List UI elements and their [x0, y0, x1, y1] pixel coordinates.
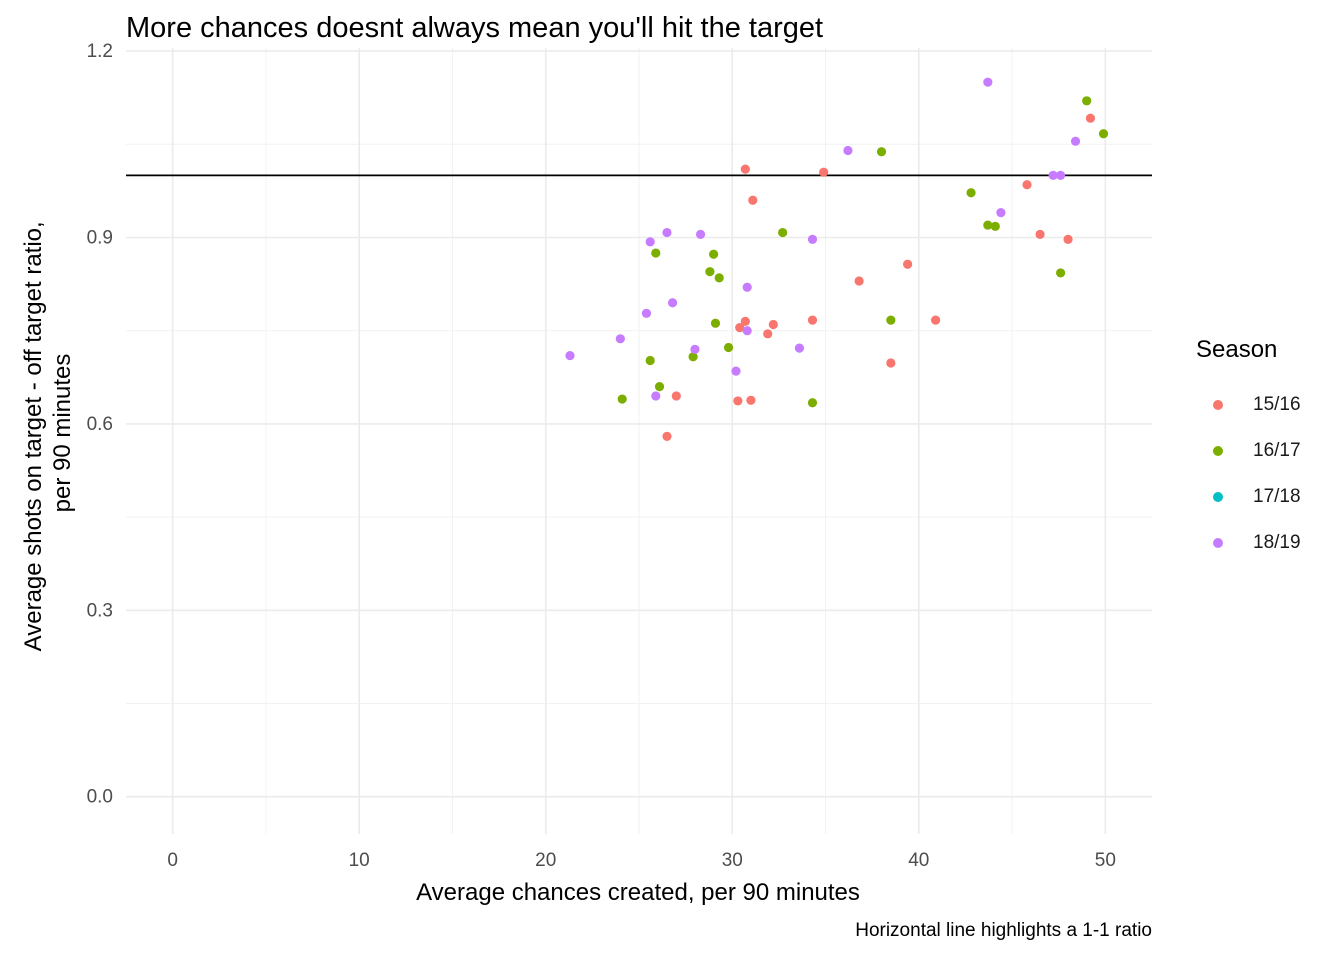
data-point-16-17 — [983, 220, 993, 230]
legend-item-16-17: 16/17 — [1196, 428, 1301, 474]
data-point-16-17 — [807, 398, 818, 408]
data-point-18-19 — [731, 366, 741, 376]
legend-label-16-17: 16/17 — [1253, 440, 1301, 461]
data-point-18-19 — [1048, 170, 1058, 180]
data-point-16-17 — [710, 318, 721, 328]
data-point-15-16 — [735, 323, 745, 333]
data-point-18-19 — [742, 326, 752, 336]
legend-item-15-16: 15/16 — [1196, 382, 1301, 428]
data-point-16-17 — [645, 355, 655, 366]
data-point-16-17 — [876, 147, 887, 157]
data-point-15-16 — [740, 164, 750, 174]
data-point-16-17 — [966, 188, 976, 198]
x-tick-labels: 0 10 20 30 40 50 — [167, 850, 1116, 871]
data-point-15-16 — [931, 315, 941, 325]
data-point-16-17 — [1055, 268, 1066, 278]
minor-gridlines — [126, 48, 1152, 834]
x-tick-label: 20 — [535, 850, 556, 871]
data-point-16-17 — [617, 394, 627, 404]
data-point-18-19 — [742, 282, 752, 292]
data-point-15-16 — [733, 396, 743, 406]
data-point-18-19 — [1055, 170, 1066, 180]
legend-label-15-16: 15/16 — [1253, 394, 1301, 415]
x-tick-label: 50 — [1095, 850, 1116, 871]
legend-item-18-19: 18/19 — [1196, 520, 1301, 566]
data-point-16-17 — [778, 227, 788, 238]
data-point-18-19 — [641, 308, 652, 318]
data-point-18-19 — [645, 237, 655, 247]
data-point-16-17 — [990, 221, 1000, 231]
data-point-15-16 — [886, 358, 896, 368]
y-tick-label: 0.9 — [87, 228, 113, 249]
data-point-15-16 — [854, 276, 864, 286]
y-tick-labels: 0.0 0.3 0.6 0.9 1.2 — [87, 41, 113, 808]
data-point-15-16 — [748, 195, 758, 205]
data-point-16-17 — [654, 382, 665, 392]
data-point-18-19 — [983, 77, 993, 87]
data-point-18-19 — [843, 145, 853, 156]
x-tick-label: 30 — [722, 850, 743, 871]
data-point-15-16 — [903, 259, 913, 269]
data-point-15-16 — [1085, 113, 1096, 123]
y-tick-label: 0.6 — [87, 414, 113, 435]
data-point-15-16 — [671, 391, 681, 401]
legend-item-17-18: 17/18 — [1196, 474, 1301, 520]
chart-caption: Horizontal line highlights a 1-1 ratio — [855, 920, 1152, 941]
data-point-16-17 — [651, 248, 661, 258]
data-point-16-17 — [723, 342, 734, 353]
data-points — [565, 77, 1109, 441]
major-gridlines — [126, 48, 1152, 834]
legend: Season 15/16 16/17 17/18 18/19 — [1196, 336, 1301, 566]
y-axis-title: Average shots on target - off target rat… — [20, 215, 76, 652]
data-point-18-19 — [794, 343, 805, 353]
data-point-15-16 — [768, 319, 778, 330]
legend-label-18-19: 18/19 — [1253, 532, 1301, 553]
data-point-15-16 — [662, 431, 672, 441]
legend-title: Season — [1196, 336, 1278, 363]
data-point-15-16 — [807, 315, 818, 325]
data-point-16-17 — [688, 352, 698, 362]
data-point-18-19 — [565, 350, 575, 361]
y-axis-title-line-2: per 90 minutes — [49, 354, 76, 513]
legend-swatch-15-16 — [1213, 400, 1223, 410]
data-point-16-17 — [1082, 96, 1092, 106]
data-point-18-19 — [651, 391, 661, 401]
data-point-15-16 — [763, 329, 773, 339]
data-point-15-16 — [1063, 234, 1073, 244]
x-tick-label: 0 — [167, 850, 178, 871]
data-point-16-17 — [886, 315, 896, 325]
data-point-18-19 — [1070, 136, 1081, 146]
data-point-15-16 — [740, 316, 750, 326]
data-point-15-16 — [746, 395, 756, 405]
data-point-18-19 — [667, 298, 678, 308]
x-tick-label: 10 — [349, 850, 370, 871]
y-tick-label: 1.2 — [87, 41, 113, 62]
data-point-18-19 — [996, 208, 1006, 218]
legend-swatch-18-19 — [1213, 538, 1223, 548]
data-point-18-19 — [662, 227, 672, 238]
data-point-15-16 — [819, 167, 829, 177]
y-tick-label: 0.3 — [87, 600, 113, 621]
chart-title: More chances doesnt always mean you'll h… — [126, 12, 824, 44]
data-point-18-19 — [615, 334, 625, 344]
data-point-16-17 — [1098, 129, 1109, 139]
data-point-16-17 — [705, 267, 715, 277]
y-axis-title-line-1: Average shots on target - off target rat… — [20, 221, 47, 651]
legend-swatch-16-17 — [1213, 446, 1223, 456]
data-point-18-19 — [690, 344, 700, 354]
data-point-15-16 — [1022, 180, 1032, 190]
y-tick-label: 0.0 — [87, 787, 113, 808]
x-axis-title: Average chances created, per 90 minutes — [416, 879, 860, 906]
data-point-15-16 — [1035, 229, 1045, 240]
data-point-18-19 — [695, 229, 706, 240]
data-point-18-19 — [807, 234, 818, 244]
legend-swatch-17-18 — [1213, 492, 1223, 502]
data-point-16-17 — [709, 249, 719, 259]
legend-label-17-18: 17/18 — [1253, 486, 1301, 507]
data-point-16-17 — [714, 273, 724, 283]
x-tick-label: 40 — [908, 850, 929, 871]
